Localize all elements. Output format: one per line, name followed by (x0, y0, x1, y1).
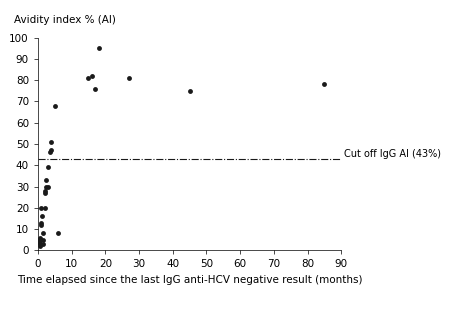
Point (41, 188, 48, 193)
Point (91, 86, 99, 91)
Point (37, 220, 45, 225)
X-axis label: Time elapsed since the last IgG anti-HCV negative result (months): Time elapsed since the last IgG anti-HCV… (17, 275, 362, 285)
Point (46, 150, 54, 155)
Point (36, 244, 44, 249)
Text: Cut off IgG AI (43%): Cut off IgG AI (43%) (344, 149, 441, 159)
Point (41, 190, 48, 195)
Point (37, 205, 45, 210)
Point (38, 214, 46, 219)
Text: Avidity index % (AI): Avidity index % (AI) (14, 15, 116, 25)
Point (39, 237, 47, 242)
Point (36, 237, 44, 242)
Point (320, 82, 328, 87)
Point (43, 184, 50, 189)
Point (41, 205, 48, 210)
Point (36, 235, 44, 240)
Point (37, 222, 45, 227)
Point (43, 178, 50, 183)
Point (47, 148, 55, 153)
Point (51, 103, 59, 108)
Point (44, 165, 52, 170)
Point (39, 231, 47, 236)
Point (35, 239, 43, 244)
Point (55, 231, 62, 236)
Point (88, 73, 96, 78)
Point (39, 242, 47, 247)
Point (85, 75, 92, 80)
Point (95, 46, 102, 51)
Point (47, 139, 55, 144)
Point (125, 75, 133, 80)
Point (36, 242, 44, 247)
Point (44, 184, 52, 189)
Point (186, 88, 193, 93)
Point (35, 237, 42, 242)
